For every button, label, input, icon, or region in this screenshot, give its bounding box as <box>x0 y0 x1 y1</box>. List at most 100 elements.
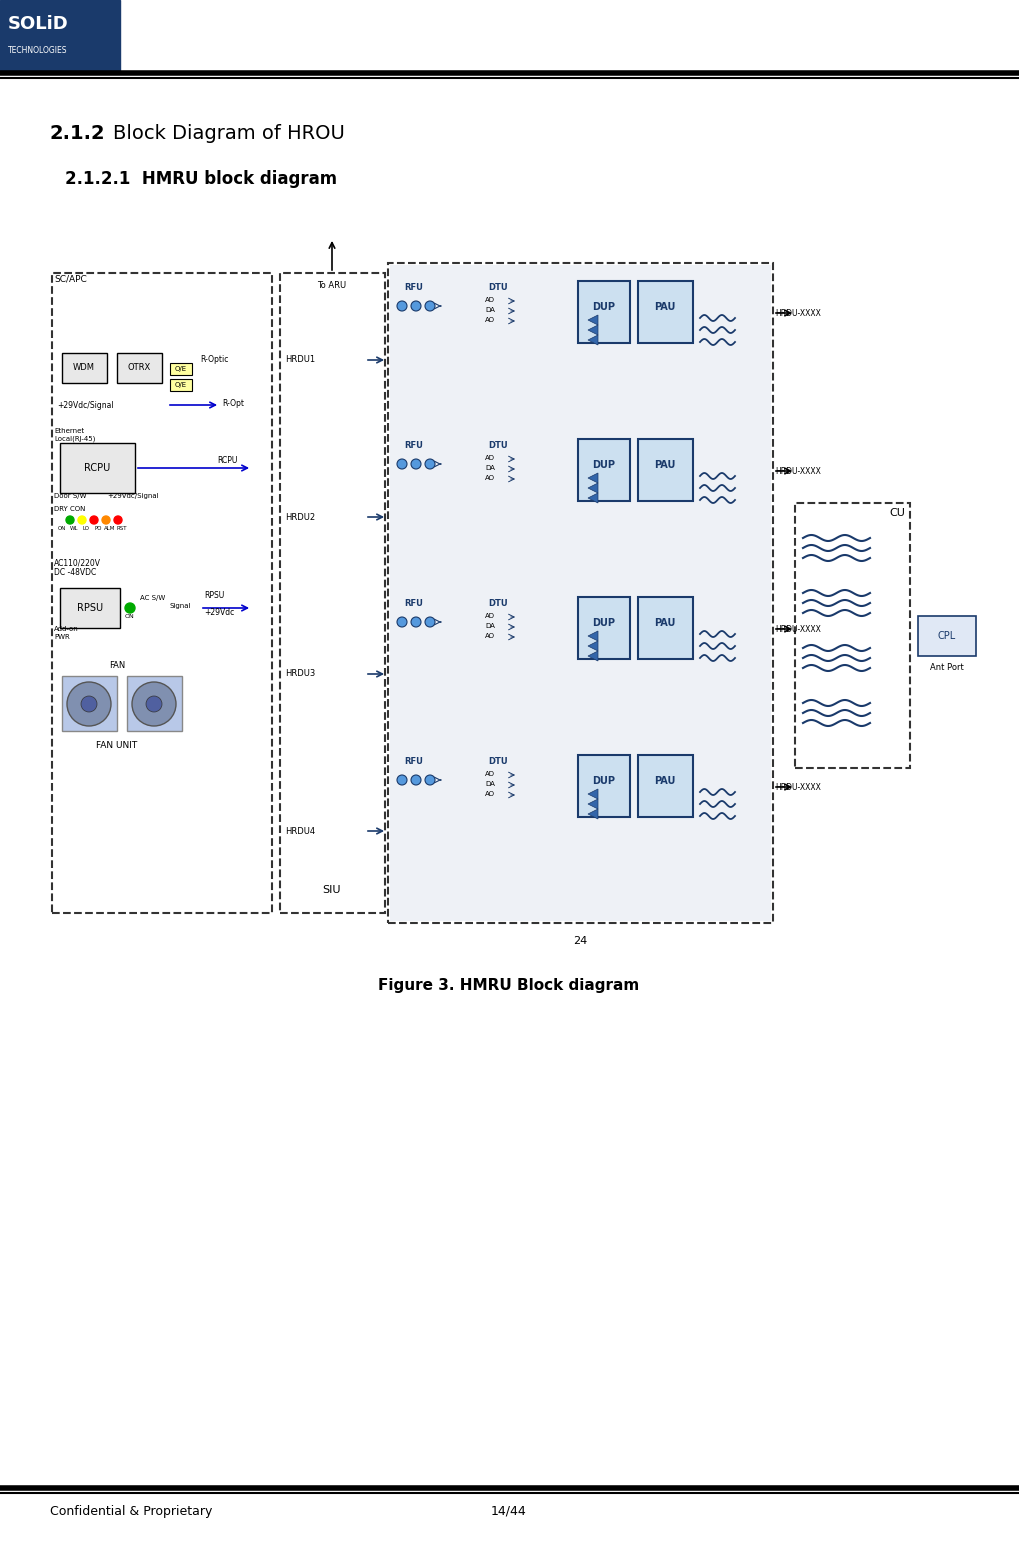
Polygon shape <box>588 631 598 641</box>
Text: Signal: Signal <box>170 603 192 610</box>
Bar <box>117 353 162 383</box>
Circle shape <box>78 516 86 524</box>
Text: DRY CON: DRY CON <box>54 506 86 513</box>
Text: LO: LO <box>83 527 90 531</box>
Circle shape <box>411 302 421 311</box>
Text: DTU: DTU <box>488 599 507 608</box>
Text: DUP: DUP <box>592 302 615 313</box>
Circle shape <box>425 775 435 785</box>
Text: SC/APC: SC/APC <box>54 275 87 284</box>
Text: AO: AO <box>485 633 495 639</box>
Text: PAU: PAU <box>654 460 676 470</box>
Text: 2.1.2.1  HMRU block diagram: 2.1.2.1 HMRU block diagram <box>65 170 337 188</box>
Text: Block Diagram of HROU: Block Diagram of HROU <box>113 123 344 142</box>
Circle shape <box>411 617 421 627</box>
Text: PAU: PAU <box>654 775 676 786</box>
Circle shape <box>411 775 421 785</box>
Text: PAU: PAU <box>654 617 676 628</box>
Text: DA: DA <box>485 782 495 788</box>
Text: HRDU-XXXX: HRDU-XXXX <box>775 783 821 791</box>
Bar <box>578 755 630 817</box>
Circle shape <box>397 302 407 311</box>
Text: RPSU: RPSU <box>77 603 103 613</box>
Polygon shape <box>588 325 598 334</box>
Text: AC110/220V: AC110/220V <box>54 558 101 567</box>
Bar <box>638 755 693 817</box>
Bar <box>0 0 120 70</box>
Bar <box>578 281 630 342</box>
Bar <box>795 503 910 767</box>
Bar <box>60 442 135 492</box>
Bar <box>62 353 107 383</box>
Text: +29Vdc/Signal: +29Vdc/Signal <box>107 492 159 499</box>
Polygon shape <box>588 641 598 652</box>
Text: DUP: DUP <box>592 775 615 786</box>
Bar <box>638 439 693 502</box>
Text: AD: AD <box>485 455 495 461</box>
Circle shape <box>397 617 407 627</box>
Text: DTU: DTU <box>488 441 507 450</box>
Text: CU: CU <box>890 508 905 517</box>
Text: RFU: RFU <box>405 756 424 766</box>
Text: R-Opt: R-Opt <box>222 399 244 408</box>
Polygon shape <box>588 789 598 799</box>
Text: DUP: DUP <box>592 617 615 628</box>
Circle shape <box>125 603 135 613</box>
Circle shape <box>397 775 407 785</box>
Bar <box>60 588 120 628</box>
Text: RFU: RFU <box>405 283 424 292</box>
Text: AO: AO <box>485 791 495 797</box>
Text: DTU: DTU <box>488 283 507 292</box>
Text: 14/44: 14/44 <box>491 1505 527 1518</box>
Text: AD: AD <box>485 771 495 777</box>
Bar <box>170 363 192 375</box>
Text: HRDU4: HRDU4 <box>285 827 315 836</box>
Text: ON: ON <box>125 614 135 619</box>
Text: HRDU1: HRDU1 <box>285 355 315 364</box>
Bar <box>390 266 771 921</box>
Circle shape <box>90 516 98 524</box>
Text: HRDU-XXXX: HRDU-XXXX <box>775 466 821 475</box>
Text: Ant Port: Ant Port <box>930 664 964 672</box>
Bar <box>388 263 773 924</box>
Circle shape <box>425 460 435 469</box>
Text: OTRX: OTRX <box>127 364 151 372</box>
Text: +29Vdc/Signal: +29Vdc/Signal <box>57 400 114 410</box>
Bar <box>127 677 182 731</box>
Circle shape <box>114 516 122 524</box>
Text: To ARU: To ARU <box>318 281 346 291</box>
Text: FAN UNIT: FAN UNIT <box>97 741 138 750</box>
Text: CPL: CPL <box>937 631 956 641</box>
Text: RST: RST <box>117 527 127 531</box>
Text: +29Vdc: +29Vdc <box>204 608 234 617</box>
Text: TECHNOLOGIES: TECHNOLOGIES <box>8 45 67 55</box>
Polygon shape <box>588 810 598 819</box>
Text: DA: DA <box>485 466 495 470</box>
Bar <box>918 616 976 656</box>
Text: ALM: ALM <box>104 527 116 531</box>
Bar <box>170 378 192 391</box>
Polygon shape <box>588 652 598 661</box>
Bar <box>578 439 630 502</box>
Polygon shape <box>588 474 598 483</box>
Text: Confidential & Proprietary: Confidential & Proprietary <box>50 1505 212 1518</box>
Text: DTU: DTU <box>488 756 507 766</box>
Circle shape <box>67 681 111 725</box>
Text: HRDU2: HRDU2 <box>285 513 315 522</box>
Text: Door S/W: Door S/W <box>54 492 87 499</box>
Polygon shape <box>588 483 598 492</box>
Text: 2.1.2: 2.1.2 <box>50 123 106 142</box>
Text: HRDU3: HRDU3 <box>285 669 315 678</box>
Text: AO: AO <box>485 317 495 324</box>
Bar <box>638 597 693 660</box>
Text: AD: AD <box>485 297 495 303</box>
Text: HRDU-XXXX: HRDU-XXXX <box>775 625 821 633</box>
Bar <box>62 677 117 731</box>
Text: Local(RJ-45): Local(RJ-45) <box>54 436 96 442</box>
Circle shape <box>132 681 176 725</box>
Bar <box>52 274 272 913</box>
Text: SIU: SIU <box>323 885 341 896</box>
Text: O/E: O/E <box>175 381 187 388</box>
Polygon shape <box>588 334 598 345</box>
Circle shape <box>425 302 435 311</box>
